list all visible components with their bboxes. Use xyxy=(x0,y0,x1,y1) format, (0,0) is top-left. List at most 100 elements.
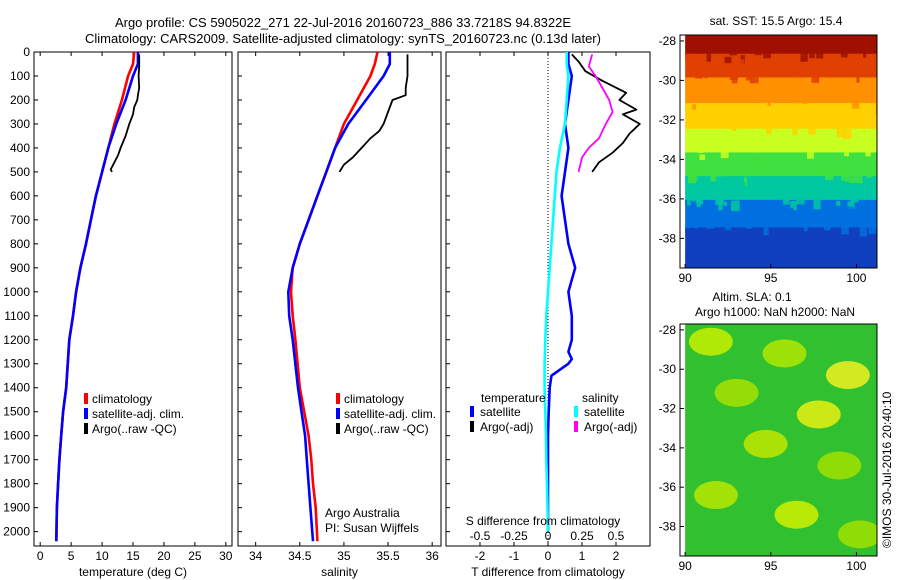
sst-texture xyxy=(686,184,690,193)
sst-texture xyxy=(798,143,806,151)
sst-texture xyxy=(811,254,820,258)
y-tick-label: 300 xyxy=(10,117,30,131)
sst-texture xyxy=(789,167,796,176)
sst-texture xyxy=(867,194,871,199)
sst-texture xyxy=(743,177,748,187)
sst-texture xyxy=(809,50,815,59)
sst-texture xyxy=(743,207,751,214)
y-tick-label: 200 xyxy=(10,93,30,107)
sst-texture xyxy=(866,173,873,178)
sst-texture xyxy=(817,146,826,150)
map-y-tick-label: -30 xyxy=(659,362,677,376)
legend-label: Argo(..raw -QC) xyxy=(92,422,177,436)
y-tick-label: 1300 xyxy=(3,357,30,371)
sst-texture xyxy=(809,148,815,153)
sst-texture xyxy=(760,58,764,69)
sst-texture xyxy=(845,115,851,120)
sla-anomaly xyxy=(693,481,738,510)
sst-texture xyxy=(704,36,708,45)
map-x-tick-label: 95 xyxy=(764,559,778,573)
sst-texture xyxy=(856,172,863,184)
figure-title-line2: Climatology: CARS2009. Satellite-adjuste… xyxy=(85,31,601,46)
sst-texture xyxy=(762,48,769,53)
sst-texture xyxy=(803,224,808,232)
map-x-tick-label: 95 xyxy=(764,271,778,285)
x-tick-label: 15 xyxy=(126,549,140,563)
sst-texture xyxy=(780,118,787,128)
sla-anomaly xyxy=(688,327,733,356)
y-tick-label: 100 xyxy=(10,69,30,83)
sst-texture xyxy=(821,186,827,197)
sst-texture xyxy=(722,90,726,96)
sst-texture xyxy=(708,118,712,123)
sst-texture xyxy=(696,199,702,207)
sst-texture xyxy=(856,72,860,83)
sst-texture xyxy=(842,83,849,90)
sst-texture xyxy=(763,224,769,236)
y-tick-label: 0 xyxy=(23,45,30,59)
map-y-tick-label: -36 xyxy=(659,480,677,494)
sst-texture xyxy=(840,39,849,45)
sst-texture xyxy=(841,193,847,200)
sst-texture xyxy=(819,66,825,74)
map-frame xyxy=(679,34,878,269)
sst-texture xyxy=(849,174,857,183)
sst-texture xyxy=(765,157,770,168)
sst-texture xyxy=(710,238,716,242)
salinity-panel: 34 34.5 35 35.5 36 salinity climatologysatelli… xyxy=(237,51,442,579)
y-tick-label: 1500 xyxy=(3,405,30,419)
sst-texture xyxy=(816,211,823,218)
x-tick-label: 35 xyxy=(337,549,351,563)
sst-texture xyxy=(770,206,777,215)
legend-label: satellite xyxy=(584,405,625,419)
sst-texture xyxy=(781,40,788,45)
sst-texture xyxy=(707,183,715,187)
sst-texture xyxy=(718,110,723,114)
sst-texture xyxy=(801,112,809,122)
sst-texture xyxy=(813,199,821,210)
sst-texture xyxy=(762,186,771,197)
y-tick-label: 1700 xyxy=(3,453,30,467)
legend-swatch xyxy=(84,408,88,419)
sst-texture xyxy=(754,149,763,153)
series-line-satellite-adj-clim- xyxy=(55,52,140,542)
sst-texture xyxy=(863,46,867,58)
sst-texture xyxy=(708,256,715,267)
sst-texture xyxy=(808,40,814,51)
sla-anomaly xyxy=(743,429,788,458)
sst-texture xyxy=(784,36,788,41)
sst-texture xyxy=(686,197,691,206)
sst-texture xyxy=(800,253,809,259)
sst-texture xyxy=(693,223,698,229)
sst-texture xyxy=(833,258,840,266)
sst-texture xyxy=(740,181,746,192)
sst-texture xyxy=(814,44,822,51)
sst-texture xyxy=(825,205,832,211)
legend-swatch xyxy=(336,423,340,434)
x-axis-label: T difference from climatology xyxy=(471,565,625,579)
sst-texture xyxy=(687,119,695,123)
map-x-tick-label: 90 xyxy=(678,559,692,573)
map-field xyxy=(680,35,877,268)
x-axis-label: salinity xyxy=(321,565,358,579)
sst-texture xyxy=(724,94,732,100)
sst-texture xyxy=(704,69,708,79)
plot-frame xyxy=(33,51,233,547)
sst-texture xyxy=(861,207,868,218)
y-tick-label: 500 xyxy=(10,165,30,179)
sst-texture xyxy=(811,76,820,83)
sst-texture xyxy=(698,146,704,154)
sst-texture xyxy=(737,59,745,67)
sst-texture xyxy=(799,196,804,200)
s-diff-tick-label: -0.25 xyxy=(500,529,528,543)
sst-texture xyxy=(706,224,715,229)
sst-texture xyxy=(811,144,816,150)
sst-texture xyxy=(800,51,808,62)
x-axis-label-top: S difference from climatology xyxy=(466,514,621,528)
map-y-tick-label: -34 xyxy=(659,152,677,166)
sst-texture xyxy=(778,247,788,259)
sst-texture xyxy=(836,201,841,206)
legend-label: climatology xyxy=(92,392,152,406)
sst-texture xyxy=(724,223,732,231)
y-tick-label: 1800 xyxy=(3,477,30,491)
